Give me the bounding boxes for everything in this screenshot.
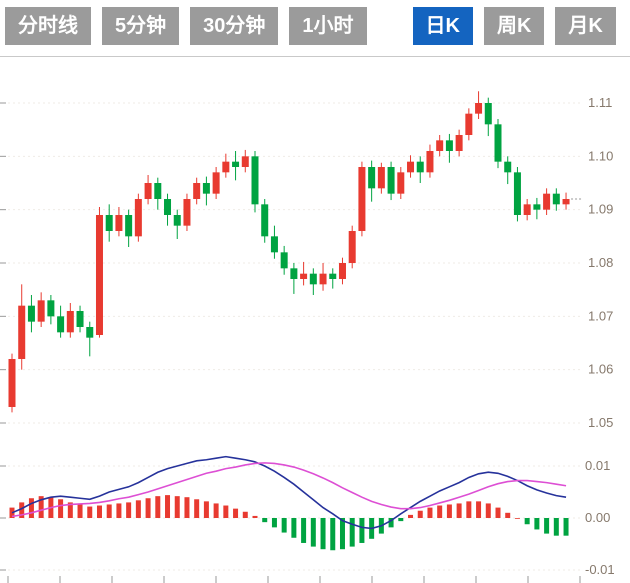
tab-30min[interactable]: 30分钟 — [190, 7, 279, 45]
dea-line — [11, 462, 567, 518]
price-axis-labels: 1.11 1.10 1.09 1.08 1.07 1.06 1.05 — [588, 95, 613, 430]
tab-monthly-k[interactable]: 月K — [555, 7, 616, 45]
svg-text:1.08: 1.08 — [588, 255, 613, 270]
macd-axis-labels: 0.01 0.00 -0.01 — [585, 458, 615, 577]
svg-text:0.01: 0.01 — [585, 458, 610, 473]
svg-text:-0.01: -0.01 — [585, 562, 615, 577]
timeframe-tab-bar: 分时线 5分钟 30分钟 1小时 日K 周K 月K — [5, 7, 625, 45]
x-axis-ticks — [7, 576, 581, 583]
tab-1hour[interactable]: 1小时 — [289, 7, 367, 45]
tab-weekly-k[interactable]: 周K — [483, 7, 545, 45]
svg-text:1.09: 1.09 — [588, 202, 613, 217]
tab-bar-gap — [367, 7, 413, 45]
candlestick-series — [8, 91, 570, 413]
tab-daily-k[interactable]: 日K — [412, 7, 473, 45]
svg-text:1.11: 1.11 — [588, 95, 612, 110]
svg-text:1.06: 1.06 — [588, 362, 613, 377]
svg-text:0.00: 0.00 — [585, 510, 610, 525]
svg-text:1.07: 1.07 — [588, 308, 613, 323]
dif-line — [11, 455, 567, 530]
svg-text:1.10: 1.10 — [588, 148, 613, 163]
svg-text:1.05: 1.05 — [588, 415, 613, 430]
tab-time-line[interactable]: 分时线 — [5, 7, 91, 45]
macd-histogram — [9, 495, 569, 551]
tab-5min[interactable]: 5分钟 — [102, 7, 180, 45]
